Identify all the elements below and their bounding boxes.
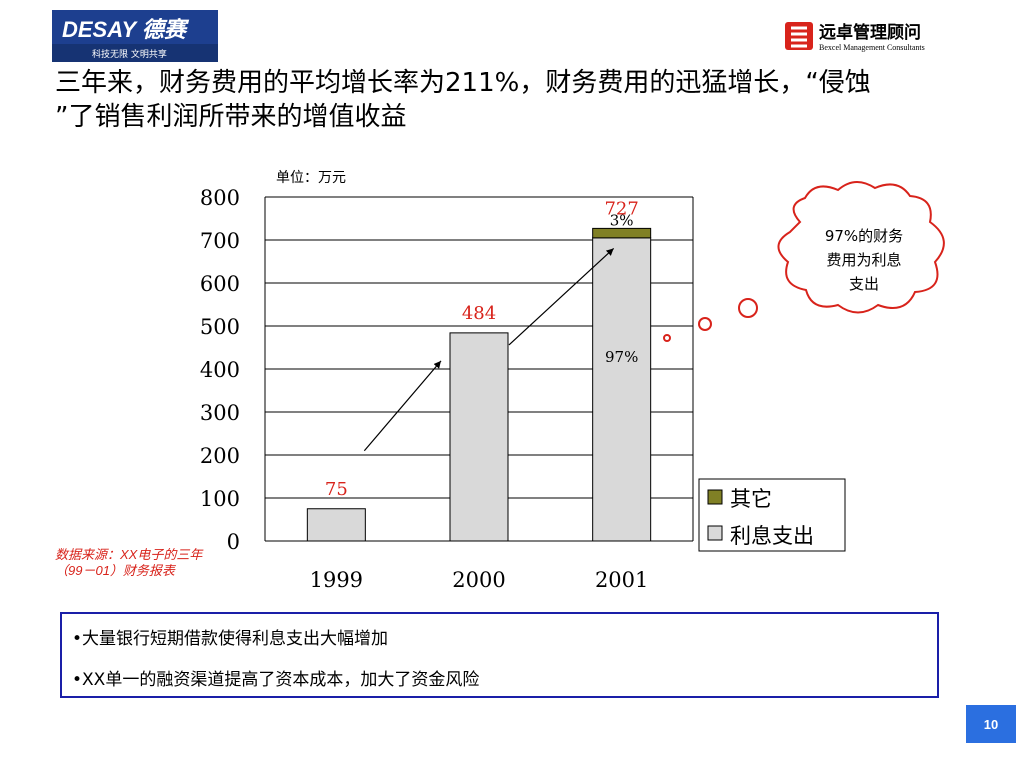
bullet-item: •大量银行短期借款使得利息支出大幅增加 xyxy=(72,629,389,649)
cloud-bubble-large xyxy=(738,298,758,318)
x-tick-label: 2000 xyxy=(452,568,505,592)
callout-line-3: 支出 xyxy=(848,275,879,293)
legend-swatch-interest xyxy=(707,525,723,541)
title-line-2: ”了销售利润所带来的增值收益 xyxy=(55,102,407,132)
callout-line-1: 97%的财务 xyxy=(824,227,904,245)
y-tick-label: 400 xyxy=(200,358,240,382)
bar-interest-1999 xyxy=(306,508,366,542)
cloud-bubble-medium xyxy=(698,317,712,331)
legend-swatch-other xyxy=(707,489,723,505)
y-tick-label: 600 xyxy=(200,272,240,296)
growth-arrow xyxy=(508,247,615,346)
bar-interest-2000 xyxy=(449,332,509,542)
legend-label-interest: 利息支出 xyxy=(730,524,814,548)
logo-slogan: 科技无限 文明共享 xyxy=(92,48,167,60)
consultant-subname: Bexcel Management Consultants xyxy=(819,43,925,52)
y-tick-label: 500 xyxy=(200,315,240,339)
title-line-1: 三年来，财务费用的平均增长率为211%，财务费用的迅猛增长，“侵蚀 xyxy=(55,68,871,98)
desay-logo: DESAY 德赛 科技无限 文明共享 xyxy=(52,10,218,62)
unit-label: 单位：万元 xyxy=(276,170,346,186)
y-tick-label: 100 xyxy=(200,487,240,511)
growth-arrow xyxy=(363,360,442,452)
cloud-callout-text: 97%的财务 费用为利息 支出 xyxy=(800,224,928,296)
source-note-line-2: （99－01）财务报表 xyxy=(55,563,175,578)
total-label-2001: 727 xyxy=(604,198,638,219)
total-label-2000: 484 xyxy=(462,303,496,324)
y-tick-label: 200 xyxy=(200,444,240,468)
legend-label-other: 其它 xyxy=(730,487,772,511)
legend-box xyxy=(698,478,846,552)
consultant-name: 远卓管理顾问 xyxy=(819,22,921,43)
y-tick-label: 0 xyxy=(227,530,240,554)
total-label-1999: 75 xyxy=(325,479,348,500)
bullet-item: •XX单一的融资渠道提高了资本成本，加大了资金风险 xyxy=(72,670,480,690)
data-source-note: 数据来源：XX电子的三年 （99－01）财务报表 xyxy=(55,547,255,579)
key-points-box: •大量银行短期借款使得利息支出大幅增加 •XX单一的融资渠道提高了资本成本，加大… xyxy=(60,612,939,698)
y-tick-label: 700 xyxy=(200,229,240,253)
bexcel-mark-icon xyxy=(785,22,813,50)
cloud-shape xyxy=(777,181,945,314)
thought-cloud xyxy=(663,181,945,342)
desay-logo-graphic: DESAY 德赛 科技无限 文明共享 xyxy=(52,10,218,62)
callout-line-2: 费用为利息 xyxy=(826,251,902,269)
y-tick-label: 800 xyxy=(200,186,240,210)
slide-title: 三年来，财务费用的平均增长率为211%，财务费用的迅猛增长，“侵蚀 ”了销售利润… xyxy=(55,66,965,134)
segment-label-interest: 97% xyxy=(605,348,638,366)
x-tick-label: 2001 xyxy=(595,568,648,592)
financial-expense-chart: 单位：万元 0 100 200 300 400 500 600 700 800 1999 2000… xyxy=(200,170,945,592)
cloud-bubble-small xyxy=(663,334,671,342)
bar-other-2001 xyxy=(592,227,652,239)
bar-interest-2001 xyxy=(592,237,652,542)
segment-label-other: 3% xyxy=(610,211,634,229)
page-number-badge: 10 xyxy=(966,705,1016,743)
source-note-line-1: 数据来源：XX电子的三年 xyxy=(55,547,203,562)
bexcel-logo: 远卓管理顾问 Bexcel Management Consultants xyxy=(783,18,963,54)
x-tick-label: 1999 xyxy=(310,568,363,592)
y-tick-label: 300 xyxy=(200,401,240,425)
bexcel-logo-graphic: 远卓管理顾问 Bexcel Management Consultants xyxy=(785,22,925,52)
logo-brand-text: DESAY 德赛 xyxy=(62,17,190,42)
legend: 其它 利息支出 xyxy=(698,478,846,552)
